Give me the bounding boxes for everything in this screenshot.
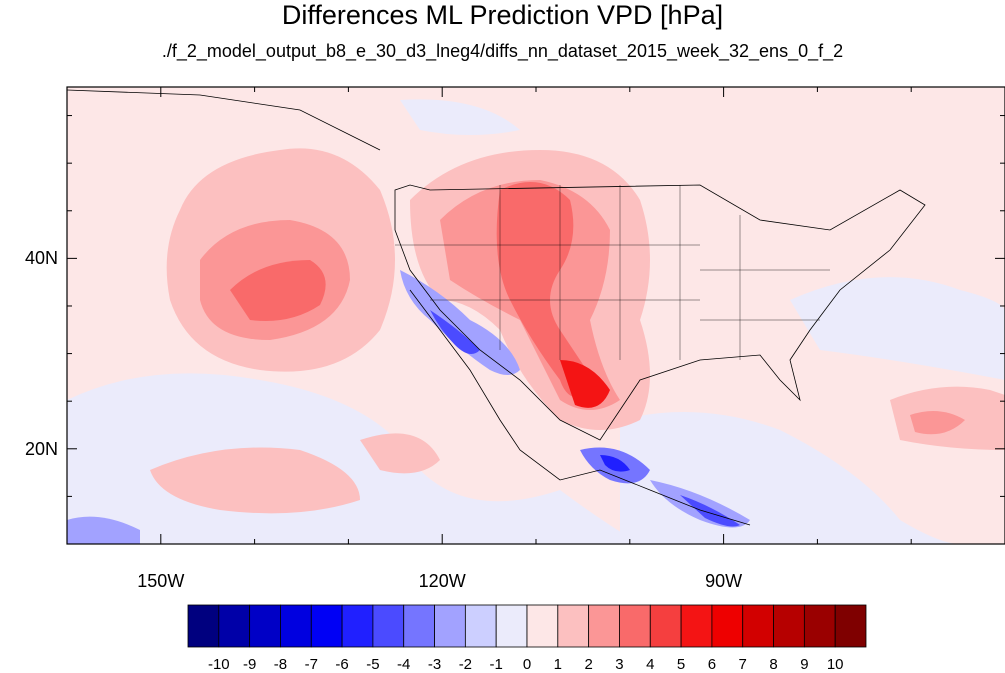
colorbar-swatch xyxy=(680,604,713,648)
colorbar-label: 4 xyxy=(646,656,655,673)
colorbar xyxy=(187,604,867,648)
colorbar-swatch xyxy=(526,604,559,648)
colorbar-label: 8 xyxy=(769,656,778,673)
lon-tick-label: 120W xyxy=(418,571,466,591)
colorbar-label: 10 xyxy=(826,656,844,673)
field-atlantic-pos-core xyxy=(910,411,965,435)
colorbar-swatch xyxy=(711,604,744,648)
colorbar-swatch xyxy=(803,604,836,648)
colorbar-label: -7 xyxy=(304,656,318,673)
state-borders xyxy=(395,185,830,360)
colorbar-swatch xyxy=(495,604,528,648)
field-mexico-neg-core xyxy=(600,455,630,472)
lon-ticks xyxy=(66,87,1005,544)
colorbar-swatch xyxy=(434,604,466,648)
field-central-am-neg-core xyxy=(680,495,740,527)
coastline-us xyxy=(394,184,926,441)
colorbar-swatch xyxy=(341,604,374,648)
colorbar-swatch xyxy=(218,604,251,648)
field-tropical-pos xyxy=(150,447,360,514)
colorbar-label: -6 xyxy=(335,656,349,673)
field-texas-max xyxy=(560,360,610,408)
colorbar-swatch xyxy=(588,604,620,648)
colorbar-label: 5 xyxy=(676,656,686,673)
field-atlantic-neg xyxy=(790,277,1005,380)
lon-tick-label: 90W xyxy=(705,571,743,591)
colorbar-swatch xyxy=(310,604,343,648)
colorbar-swatch xyxy=(557,604,590,648)
colorbar-swatch xyxy=(249,604,281,648)
colorbar-label: 9 xyxy=(800,656,809,673)
colorbar-swatch xyxy=(372,604,405,648)
field-baja-neg-core xyxy=(430,310,480,354)
field-sw-neg xyxy=(67,516,140,544)
colorbar-label: 3 xyxy=(615,656,624,673)
lat-tick-label: 40N xyxy=(24,248,58,269)
colorbar-label: -5 xyxy=(366,656,380,673)
colorbar-label: -1 xyxy=(489,656,503,673)
colorbar-swatch xyxy=(403,604,435,648)
colorbar-swatch xyxy=(187,604,220,648)
colorbar-swatch xyxy=(649,604,682,648)
map-subtitle: ./f_2_model_output_b8_e_30_d3_lneg4/diff… xyxy=(161,41,844,61)
colorbar-label: 0 xyxy=(522,656,532,673)
coastline-alaska xyxy=(67,89,381,151)
colorbar-label: 2 xyxy=(584,656,593,673)
colorbar-label: -2 xyxy=(458,656,473,673)
map-title: Differences ML Prediction VPD [hPa] xyxy=(281,0,724,30)
field-west-pos-core xyxy=(496,182,600,398)
colorbar-swatch xyxy=(834,604,867,648)
colorbar-label: 6 xyxy=(707,656,717,673)
colorbar-label: -3 xyxy=(427,656,442,673)
colorbar-label: 1 xyxy=(553,656,562,673)
colorbar-swatch xyxy=(619,604,651,648)
colorbar-label: -10 xyxy=(207,656,230,673)
colorbar-swatch xyxy=(464,604,497,648)
coastline-mexico xyxy=(409,289,751,526)
colorbar-swatch xyxy=(280,604,312,648)
map-field xyxy=(67,87,1005,544)
colorbar-swatch xyxy=(773,604,805,648)
colorbar-label: -8 xyxy=(273,656,288,673)
colorbar-swatch xyxy=(742,604,774,648)
lat-tick-label: 20N xyxy=(24,438,58,459)
lat-ticks xyxy=(67,115,1005,545)
field-north-neg xyxy=(400,99,520,135)
colorbar-label: -9 xyxy=(242,656,257,673)
field-tropical-pos-2 xyxy=(360,433,440,474)
colorbar-label: -4 xyxy=(397,656,411,673)
field-pacific-pos-core xyxy=(230,260,326,321)
lon-tick-label: 150W xyxy=(137,571,185,591)
colorbar-label: 7 xyxy=(738,656,747,673)
